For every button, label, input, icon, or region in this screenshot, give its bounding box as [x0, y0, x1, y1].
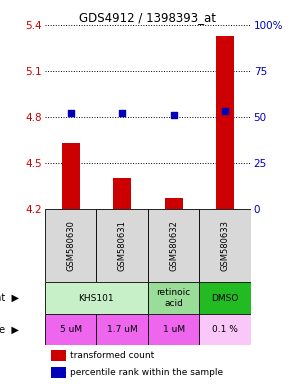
Bar [165, 198, 183, 209]
Bar [200, 282, 251, 314]
Bar [96, 314, 148, 345]
Text: dose  ▶: dose ▶ [0, 324, 19, 334]
Text: 5 uM: 5 uM [60, 325, 82, 334]
Point [68, 110, 73, 116]
Bar [148, 314, 199, 345]
Point [120, 110, 124, 116]
Text: retinoic
acid: retinoic acid [157, 288, 191, 308]
Text: agent  ▶: agent ▶ [0, 293, 19, 303]
Bar [62, 143, 80, 209]
Title: GDS4912 / 1398393_at: GDS4912 / 1398393_at [79, 11, 216, 24]
Bar [148, 209, 199, 282]
Bar [148, 282, 199, 314]
Bar [45, 209, 96, 282]
Text: GSM580631: GSM580631 [118, 220, 127, 271]
Text: 0.1 %: 0.1 % [212, 325, 238, 334]
Point [171, 112, 176, 118]
Text: 1 uM: 1 uM [163, 325, 185, 334]
Text: 1.7 uM: 1.7 uM [107, 325, 137, 334]
Bar [45, 282, 148, 314]
Text: GSM580633: GSM580633 [221, 220, 230, 271]
Bar [200, 209, 251, 282]
Bar [113, 178, 131, 209]
Point [223, 108, 227, 114]
Text: GSM580632: GSM580632 [169, 220, 178, 271]
Bar [45, 314, 96, 345]
Bar [216, 36, 234, 209]
Text: percentile rank within the sample: percentile rank within the sample [70, 368, 223, 377]
Bar [51, 350, 66, 361]
Text: DMSO: DMSO [211, 293, 239, 303]
Text: KHS101: KHS101 [79, 293, 114, 303]
Bar [200, 314, 251, 345]
Bar [51, 367, 66, 378]
Text: transformed count: transformed count [70, 351, 154, 360]
Bar [96, 209, 148, 282]
Text: GSM580630: GSM580630 [66, 220, 75, 271]
